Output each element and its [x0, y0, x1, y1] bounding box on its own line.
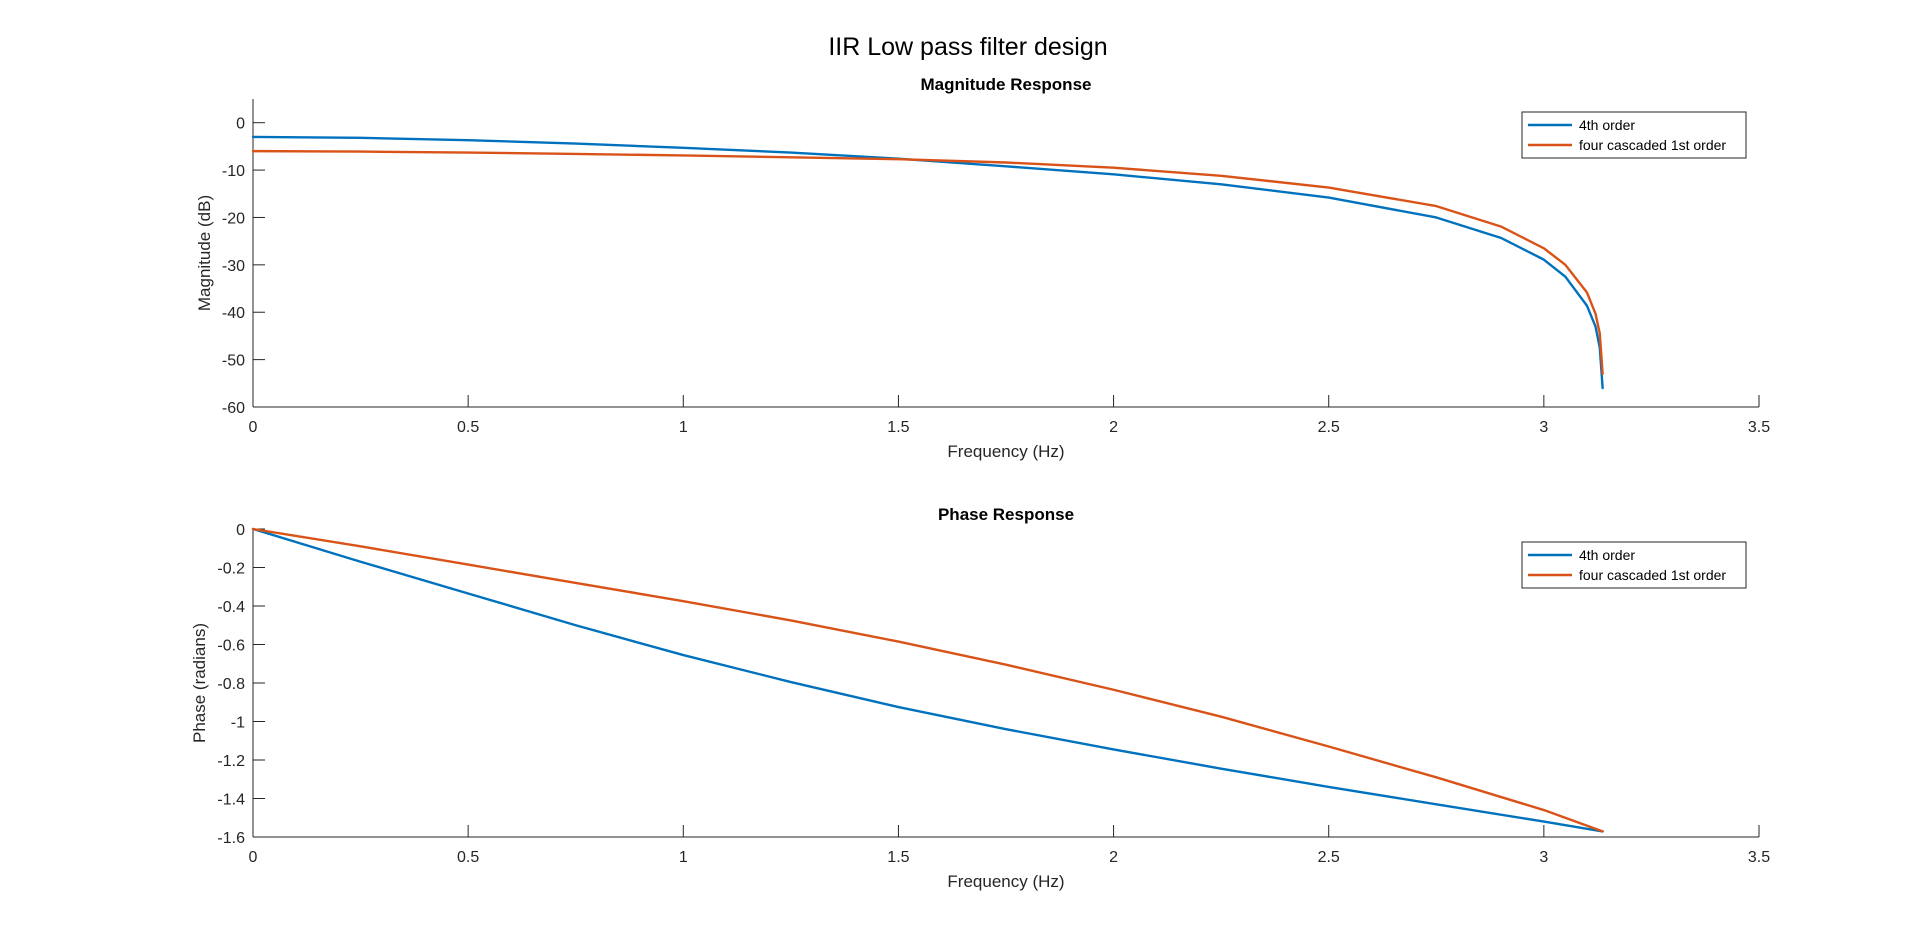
x-tick-label: 2	[1109, 419, 1118, 436]
subplots: 0 0.5 1 1.5 2 2.5 3 3.50-10-20-30-40-50-60Magni…	[190, 75, 1770, 891]
x-tick-label: 1	[679, 419, 688, 436]
series-line-1	[251, 527, 1604, 833]
y-tick-label: -1	[231, 715, 245, 732]
legend: 4th order four cascaded 1st order	[1521, 541, 1747, 589]
subplot-2: 0 0.5 1 1.5 2 2.5 3 3.5 0 -0.2 -0.4 -0.6 -0.8 -1 -1.2 -…	[190, 505, 1770, 891]
subplot-1: 0 0.5 1 1.5 2 2.5 3 3.5 0 -10 -20 -30 -40 -50 -60 Magni…	[195, 75, 1770, 461]
x-axis-label: Frequency (Hz)	[947, 442, 1064, 461]
y-tick-label: -0.8	[217, 676, 245, 693]
y-tick-label: -40	[222, 305, 245, 322]
x-tick-label: 0.5	[457, 849, 479, 866]
legend-entry: 4th order	[1579, 547, 1635, 563]
figure-title: IIR Low pass filter design	[828, 33, 1107, 61]
y-tick-label: -0.6	[217, 638, 245, 655]
x-tick-label: 3.5	[1748, 849, 1770, 866]
legend: 4th order four cascaded 1st order	[1521, 111, 1747, 159]
y-tick-label: -20	[222, 210, 245, 227]
x-axis-label: Frequency (Hz)	[947, 872, 1064, 891]
legend-entry: 4th order	[1579, 117, 1635, 133]
x-tick-label: 1.5	[887, 419, 909, 436]
series-line-2	[251, 149, 1604, 376]
x-tick-label: 0	[249, 849, 258, 866]
legend-entry: four cascaded 1st order	[1579, 567, 1726, 583]
y-tick-label: 0	[236, 116, 245, 133]
legend-box	[1521, 111, 1747, 159]
y-tick-label: -60	[222, 400, 245, 417]
x-tick-label: 1	[679, 849, 688, 866]
series-line-1	[251, 135, 1604, 390]
x-tick-label: 0.5	[457, 419, 479, 436]
y-axis-label: Phase (radians)	[190, 623, 209, 743]
y-tick-label: -1.6	[217, 830, 245, 847]
y-tick-label: -0.4	[217, 599, 245, 616]
x-tick-label: 3	[1539, 419, 1548, 436]
x-tick-label: 2.5	[1318, 419, 1340, 436]
y-tick-label: -50	[222, 353, 245, 370]
legend-box	[1521, 541, 1747, 589]
x-tick-label: 2	[1109, 849, 1118, 866]
x-tick-label: 3.5	[1748, 419, 1770, 436]
legend-entry: four cascaded 1st order	[1579, 137, 1726, 153]
x-tick-label: 2.5	[1318, 849, 1340, 866]
x-tick-label: 1.5	[887, 849, 909, 866]
y-tick-label: -30	[222, 258, 245, 275]
y-tick-label: -10	[222, 163, 245, 180]
subplot-title: Magnitude Response	[921, 75, 1092, 94]
x-tick-label: 3	[1539, 849, 1548, 866]
y-tick-label: 0	[236, 522, 245, 539]
x-tick-label: 0	[249, 419, 258, 436]
y-tick-label: -1.4	[217, 792, 245, 809]
subplot-title: Phase Response	[938, 505, 1074, 524]
y-tick-label: -1.2	[217, 753, 245, 770]
series-line-2	[251, 527, 1604, 833]
y-tick-label: -0.2	[217, 561, 245, 578]
y-axis-label: Magnitude (dB)	[195, 195, 214, 311]
